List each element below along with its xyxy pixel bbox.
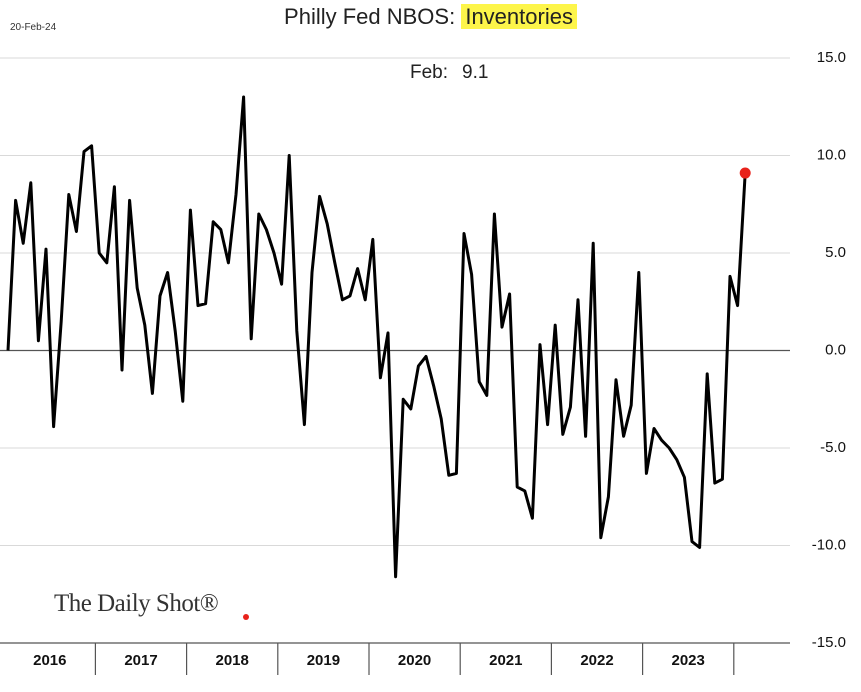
x-tick-label: 2019: [307, 652, 340, 669]
x-tick-label: 2020: [398, 652, 431, 669]
title: Philly Fed NBOS: Inventories: [0, 4, 861, 30]
x-tick-label: 2016: [33, 652, 66, 669]
y-tick-label: 10.0: [817, 146, 846, 163]
y-tick-label: 15.0: [817, 49, 846, 66]
x-tick-label: 2022: [580, 652, 613, 669]
title-text: Philly Fed NBOS:: [284, 4, 456, 29]
last-point: [739, 167, 751, 179]
line: [6, 95, 747, 579]
logo: The Daily Shot®: [54, 590, 219, 617]
y-tick-label: -10.0: [812, 536, 846, 553]
annotation-label: Feb:: [410, 62, 449, 83]
x-tick-label: 2018: [216, 652, 249, 669]
x-tick-label: 2021: [489, 652, 522, 669]
annotation: Feb: 9.1: [410, 62, 488, 84]
y-tick-label: -5.0: [820, 439, 846, 456]
y-tick-label: -15.0: [812, 634, 846, 651]
y-tick-label: 5.0: [825, 244, 846, 261]
title-highlight: Inventories: [461, 4, 577, 29]
y-tick-label: 0.0: [825, 341, 846, 358]
x-tick-label: 2023: [672, 652, 705, 669]
annotation-value: 9.1: [462, 62, 489, 83]
logo-dot: [243, 614, 249, 620]
x-tick-label: 2017: [124, 652, 157, 669]
date: 20-Feb-24: [10, 22, 57, 33]
